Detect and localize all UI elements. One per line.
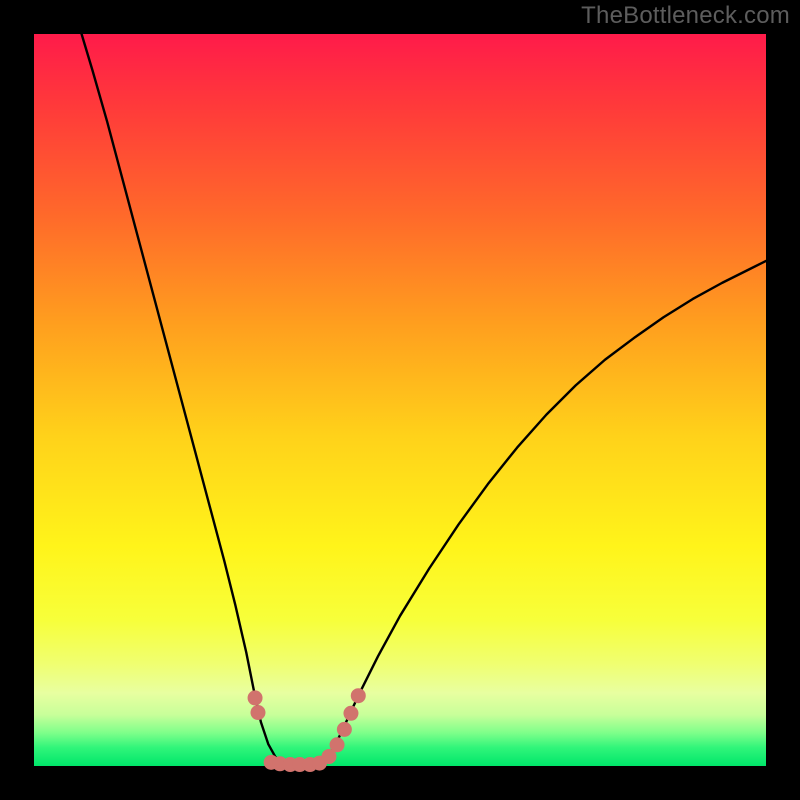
chart-background xyxy=(34,34,766,766)
curve-marker xyxy=(250,705,265,720)
curve-marker xyxy=(248,690,263,705)
plot-area xyxy=(34,34,766,766)
curve-marker xyxy=(351,688,366,703)
watermark-text: TheBottleneck.com xyxy=(581,2,790,30)
curve-marker xyxy=(330,737,345,752)
bottleneck-curve-chart xyxy=(34,34,766,766)
curve-marker xyxy=(343,706,358,721)
chart-frame: TheBottleneck.com xyxy=(0,0,800,800)
curve-marker xyxy=(337,722,352,737)
